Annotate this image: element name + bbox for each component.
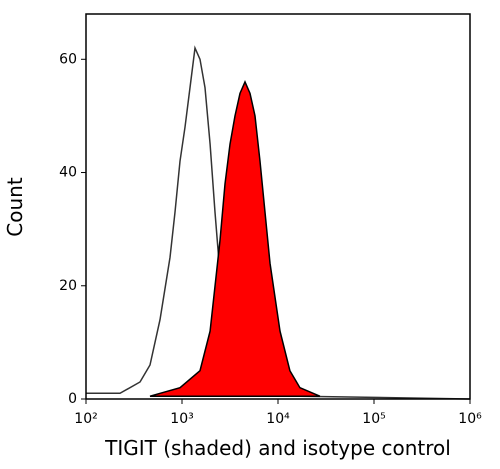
x-tick-label: 10³: [170, 411, 193, 427]
shaded-histogram: [149, 80, 321, 397]
y-tick-label: 20: [59, 278, 77, 294]
x-tick-label: 10⁵: [362, 411, 385, 427]
y-tick-label: 40: [59, 165, 77, 181]
y-axis-title: Count: [3, 177, 27, 237]
x-tick-label: 10⁴: [266, 411, 290, 427]
y-tick-label: 60: [59, 51, 77, 67]
x-tick-label: 10²: [74, 411, 97, 427]
x-tick-label: 10⁶: [458, 411, 482, 427]
y-tick-label: 0: [68, 391, 77, 407]
x-axis-title: TIGIT (shaded) and isotype control: [104, 436, 451, 460]
